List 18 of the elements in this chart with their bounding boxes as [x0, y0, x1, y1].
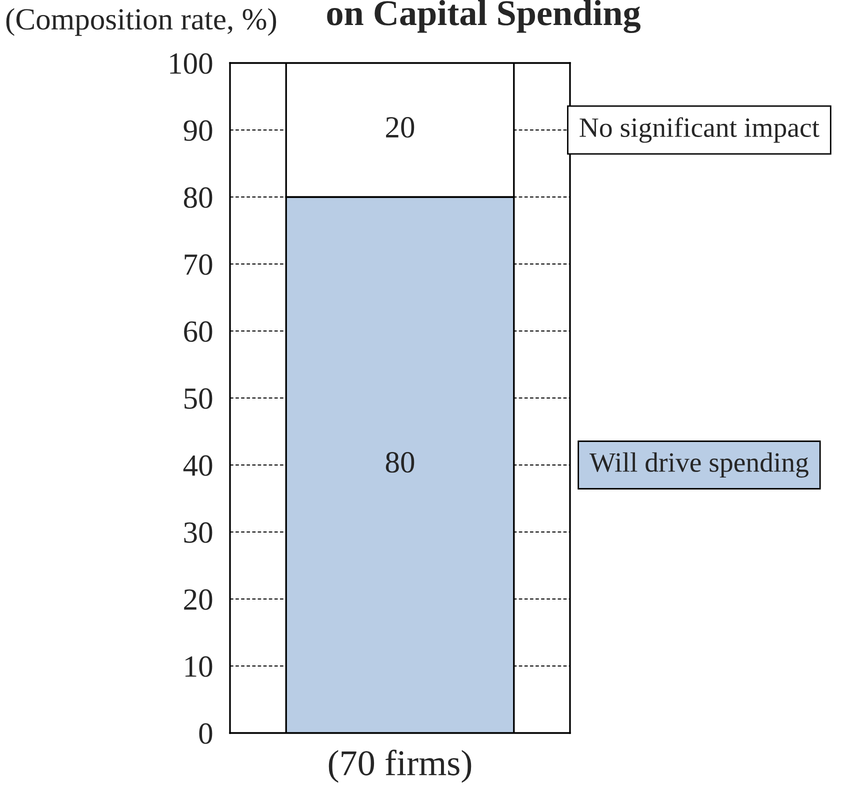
- y-tick-label: 70: [184, 254, 212, 275]
- x-tick-label: (70 firms): [328, 750, 472, 783]
- data-label: 80: [386, 452, 414, 473]
- y-tick-label: 40: [183, 455, 212, 476]
- text: No significant impact: [580, 117, 820, 143]
- data-label: 20: [386, 117, 414, 138]
- y-tick-label: 90: [184, 120, 212, 141]
- y-tick-label: 50: [184, 388, 212, 409]
- y-tick-label: 0: [199, 723, 212, 744]
- y-tick-label: 30: [184, 522, 212, 543]
- y-tick-label: 100: [170, 53, 212, 74]
- chart-title: on Capital Spending: [327, 0, 640, 34]
- text: Will drive spending: [589, 452, 808, 478]
- y-tick-label: 60: [184, 321, 212, 342]
- y-axis-title: (Composition rate, %): [6, 8, 276, 36]
- y-tick-label: 10: [185, 656, 212, 677]
- y-tick-label: 80: [184, 187, 212, 208]
- y-tick-label: 20: [184, 589, 212, 610]
